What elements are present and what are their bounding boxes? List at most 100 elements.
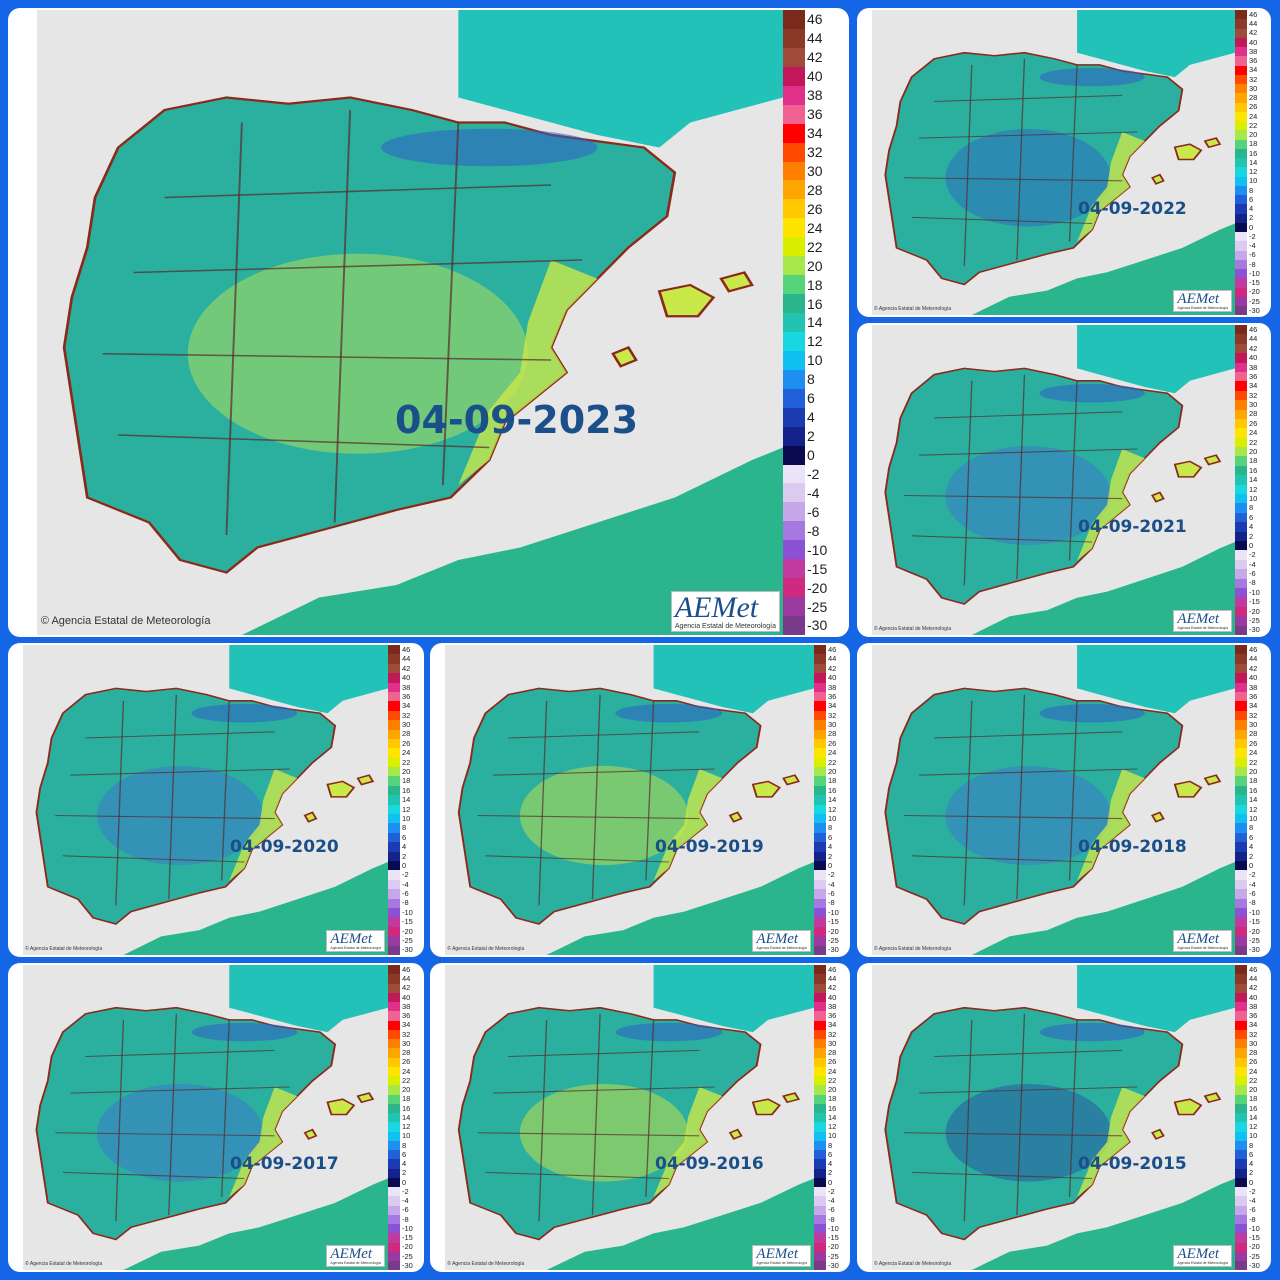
map-area: 04-09-2020 © Agencia Estatal de Meteorolo… (10, 645, 388, 955)
legend-label: -6 (402, 1205, 409, 1215)
legend-swatch (1235, 616, 1247, 626)
legend-label: -4 (828, 1196, 835, 1206)
legend-row: 26 (1235, 102, 1269, 112)
legend-label: 22 (828, 1075, 837, 1085)
legend-row: 0 (1235, 1177, 1269, 1187)
legend-label: 44 (1249, 974, 1258, 984)
province-border (102, 352, 552, 361)
map-area: 04-09-2016 © Agencia Estatal de Meteorolo… (432, 965, 814, 1270)
legend-row: 20 (783, 256, 847, 276)
legend-row: 22 (783, 237, 847, 257)
legend-swatch (388, 1187, 400, 1197)
temperature-legend: 46 44 42 40 38 36 34 32 30 28 26 24 22 20 18 16 14 12 10 8 6… (1235, 325, 1269, 635)
legend-swatch (388, 691, 400, 702)
legend-row: 0 (388, 860, 422, 871)
legend-label: 42 (402, 663, 411, 673)
legend-row: 6 (388, 1150, 422, 1160)
legend-label: 10 (1249, 493, 1258, 503)
legend-label: -6 (1249, 889, 1256, 899)
legend-swatch (1235, 465, 1247, 476)
legend-row: 38 (814, 682, 848, 692)
legend-label: 22 (402, 757, 411, 767)
legend-swatch (814, 673, 826, 683)
balearic-island (751, 780, 781, 798)
legend-row: 10 (814, 1131, 848, 1141)
legend-label: 38 (1249, 1001, 1258, 1011)
legend-swatch (1235, 870, 1247, 880)
province-border (55, 1132, 275, 1137)
legend-swatch (388, 645, 400, 655)
legend-label: 36 (807, 106, 823, 123)
legend-label: -30 (1249, 1260, 1260, 1270)
temperature-legend: 46 44 42 40 38 36 34 32 30 28 26 24 22 20 18 16 14 12 10 8 6… (814, 645, 848, 955)
legend-swatch (1235, 682, 1247, 692)
legend-swatch (1235, 748, 1247, 758)
map-panel-2015: 04-09-2015 © Agencia Estatal de Meteorolo… (859, 965, 1269, 1270)
legend-row: -8 (1235, 898, 1269, 908)
legend-label: 6 (1249, 1149, 1254, 1159)
legend-swatch (814, 1094, 826, 1104)
legend-label: -20 (1249, 1242, 1260, 1252)
legend-label: -15 (402, 1233, 413, 1243)
temperature-legend: 46 44 42 40 38 36 34 32 30 28 26 24 22 20 18 16 14 12 10 8 6… (814, 965, 848, 1270)
legend-swatch (814, 1131, 826, 1141)
legend-label: 32 (1249, 710, 1258, 720)
legend-label: 16 (1249, 1103, 1258, 1113)
temperature-map (859, 965, 1235, 1270)
legend-swatch (1235, 353, 1247, 363)
legend-swatch (1235, 139, 1247, 149)
legend-swatch (388, 785, 400, 796)
legend-swatch (814, 936, 826, 946)
legend-label: 10 (828, 1131, 837, 1141)
legend-swatch (388, 823, 400, 833)
legend-label: 12 (807, 333, 823, 350)
legend-swatch (388, 776, 400, 786)
legend-row: 26 (388, 738, 422, 749)
legend-swatch (1235, 1029, 1247, 1039)
legend-label: 14 (828, 1112, 837, 1122)
legend-label: 30 (807, 162, 823, 179)
legend-label: 44 (1249, 19, 1258, 29)
legend-swatch (814, 720, 826, 730)
legend-label: 36 (402, 691, 411, 701)
legend-swatch (814, 1205, 826, 1215)
date-label: 04-09-2021 (1078, 517, 1187, 537)
legend-label: -30 (1249, 625, 1260, 635)
legend-swatch (1235, 1177, 1247, 1187)
legend-swatch (388, 1113, 400, 1123)
legend-row: -30 (1235, 945, 1269, 955)
legend-row: 4 (388, 1159, 422, 1169)
legend-swatch (783, 161, 805, 181)
legend-row: 10 (1235, 814, 1269, 824)
legend-swatch (1235, 167, 1247, 177)
legend-swatch (1235, 195, 1247, 205)
legend-row: 6 (1235, 832, 1269, 843)
legend-swatch (814, 1159, 826, 1169)
legend-row: -20 (388, 926, 422, 937)
legend-row: -2 (1235, 870, 1269, 880)
legend-swatch (388, 965, 400, 975)
legend-row: 38 (1235, 1001, 1269, 1012)
temperature-anomaly-area (96, 765, 264, 866)
legend-label: 6 (828, 832, 833, 842)
legend-label: -20 (402, 1242, 413, 1252)
temperature-legend: 46 44 42 40 38 36 34 32 30 28 26 24 22 20 18 16 14 12 10 8 6… (388, 965, 422, 1270)
legend-label: -25 (1249, 936, 1260, 946)
legend-swatch (783, 559, 805, 579)
legend-row: 46 (1235, 965, 1269, 975)
legend-label: 14 (1249, 157, 1258, 167)
legend-label: 28 (828, 729, 837, 739)
legend-label: 8 (807, 371, 815, 388)
legend-row: -2 (814, 870, 848, 880)
legend-row: 4 (1235, 522, 1269, 532)
legend-swatch (783, 369, 805, 389)
legend-swatch (814, 757, 826, 768)
legend-row: 8 (1235, 823, 1269, 833)
legend-row: 32 (388, 710, 422, 721)
legend-label: 38 (828, 682, 837, 692)
legend-row: -20 (1235, 606, 1269, 617)
legend-label: -15 (1249, 917, 1260, 927)
legend-label: -6 (828, 889, 835, 899)
legend-label: 26 (1249, 102, 1258, 112)
legend-label: 30 (1249, 1038, 1258, 1048)
